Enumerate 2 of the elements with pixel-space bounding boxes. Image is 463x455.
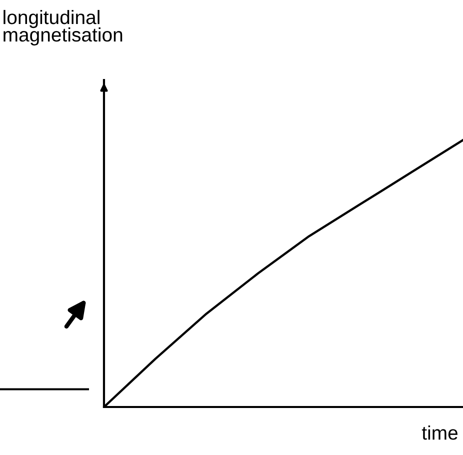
x-axis-title: time bbox=[422, 426, 458, 440]
y-axis-title: longitudinal magnetisation bbox=[4, 10, 122, 46]
